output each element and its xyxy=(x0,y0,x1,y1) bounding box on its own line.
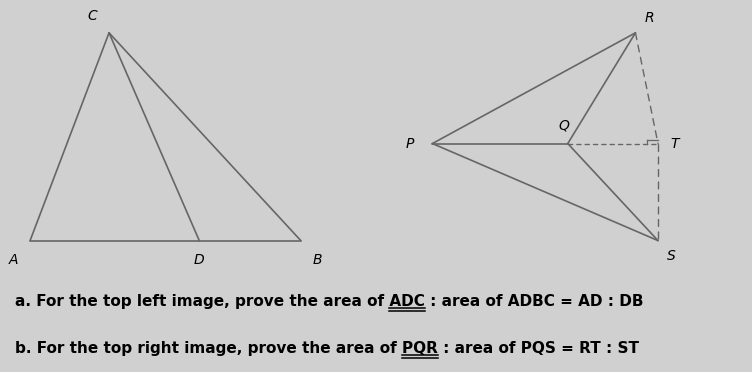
Text: B: B xyxy=(313,253,322,267)
Text: C: C xyxy=(88,9,97,23)
Text: R: R xyxy=(644,11,653,25)
Text: b. For the top right image, prove the area of PQR : area of PQS = RT : ST: b. For the top right image, prove the ar… xyxy=(15,341,639,356)
Text: Q: Q xyxy=(559,119,569,133)
Text: a. For the top left image, prove the area of ADC : area of ADBC = AD : DB: a. For the top left image, prove the are… xyxy=(15,294,644,308)
Text: T: T xyxy=(670,137,679,151)
Text: D: D xyxy=(194,253,205,267)
Text: P: P xyxy=(405,137,414,151)
Text: S: S xyxy=(667,248,676,263)
Text: A: A xyxy=(9,253,18,267)
